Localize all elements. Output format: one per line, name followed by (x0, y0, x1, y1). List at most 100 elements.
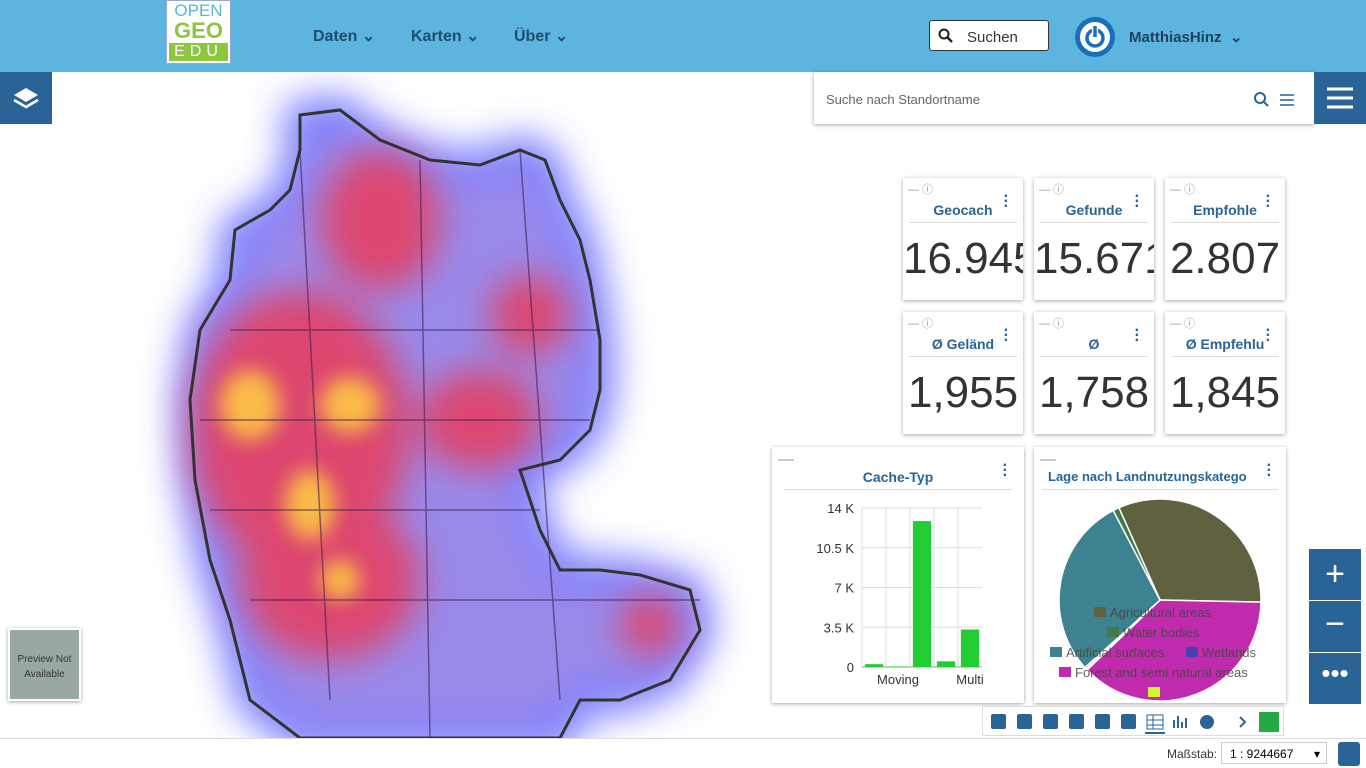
kpi-value: 2.807 (1169, 234, 1281, 283)
user-menu[interactable]: MatthiasHinz ⌄ (1129, 29, 1243, 46)
pie-slice (1086, 599, 1262, 702)
kpi-value: 15.671 (1034, 234, 1154, 283)
kpi-card: — ⓘ Ø · · · 1,758 (1034, 312, 1154, 434)
bar-chart: 0 3.5 K 7 K 10.5 K 14 K Moving Multi (816, 501, 984, 687)
menu-icon (1327, 87, 1353, 109)
logo-geo: GEO (174, 18, 223, 43)
more[interactable]: ••• (1309, 653, 1361, 704)
y-tick-label: 10.5 K (816, 541, 854, 556)
bar (888, 666, 908, 667)
kpi-menu: · · · (1265, 188, 1271, 215)
bar (936, 661, 956, 667)
nav-ueber[interactable]: Über ⌄ (514, 28, 569, 45)
kpi-value: 16.945 (903, 234, 1023, 283)
legend-label: Agricultural areas (1110, 605, 1212, 620)
pie-slice (1058, 509, 1161, 669)
pie-title: Lage nach Landnutzungskatego (1048, 469, 1247, 484)
y-tick-label: 7 K (834, 581, 854, 596)
legend-swatch (1148, 687, 1160, 697)
widget-toolbar (982, 706, 1284, 736)
menu-button[interactable] (1314, 72, 1366, 124)
kpi-title: Ø (1088, 336, 1100, 352)
pie-chart: Agricultural areas Water bodies Artificial… (1050, 498, 1262, 702)
kpi-menu: · · · (1134, 322, 1140, 349)
layer-icon (13, 88, 39, 109)
kpi-card: — ⓘ Ø Empfehlu · · · 1,845 (1165, 312, 1285, 434)
nav-karten[interactable]: Karten ⌄ (411, 28, 480, 45)
pie-widget: — Lage nach Landnutzungskatego · · · Agric… (1034, 447, 1286, 703)
zoom-out[interactable]: − (1309, 601, 1361, 652)
kpi-title: Geocach (933, 202, 993, 218)
user-avatar[interactable] (1074, 16, 1116, 58)
toolbar-icons (991, 712, 1279, 734)
scale-toggle[interactable] (1338, 742, 1360, 766)
preview[interactable]: Preview Not Available (8, 628, 81, 701)
collapse[interactable]: — (1040, 451, 1056, 468)
logo[interactable]: OPEN GEO EDU (166, 0, 231, 64)
status-bar: Maßstab: 1 : 9244667 ▾ (0, 738, 1366, 768)
widget-menu[interactable]: · · · (1266, 457, 1272, 484)
legend-swatch (1186, 647, 1198, 657)
scale-label: Maßstab: (1167, 747, 1218, 761)
kpi-menu: · · · (1003, 322, 1009, 349)
kpi-controls: — ⓘ (1039, 318, 1065, 330)
nav-label: Daten (313, 28, 358, 45)
y-tick-label: 14 K (827, 501, 854, 516)
zoom-in[interactable]: + (1309, 549, 1361, 600)
kpi-menu: · · · (1003, 188, 1009, 215)
kpi-controls: — ⓘ (908, 318, 934, 330)
kpi-controls: — ⓘ (908, 184, 934, 196)
legend-label: Wetlands (1202, 645, 1256, 660)
scale-select[interactable]: 1 : 9244667 ▾ (1221, 742, 1327, 764)
widget-menu[interactable]: · · · (1002, 457, 1008, 484)
search-icon (938, 28, 953, 43)
heatmap (174, 94, 717, 738)
bar (960, 629, 980, 667)
legend-swatch (1059, 667, 1071, 677)
x-tick-label: Multi (956, 672, 984, 687)
search-box[interactable]: Suchen (929, 20, 1049, 51)
divider (1042, 489, 1278, 490)
divider (1171, 222, 1279, 223)
header: OPEN GEO EDU Daten ⌄ Karten ⌄ Über ⌄ Suc… (0, 0, 1366, 72)
scale-value: 1 : 9244667 (1230, 747, 1294, 761)
legend-label: Forest and semi natural areas (1075, 665, 1248, 680)
nav-daten[interactable]: Daten ⌄ (313, 28, 376, 45)
user-name: MatthiasHinz (1129, 29, 1222, 46)
divider (1040, 356, 1148, 357)
kpi-title: Gefunde (1065, 202, 1123, 218)
kpi-value: 1,845 (1169, 368, 1281, 417)
kpi-title: Ø Empfehlu (1185, 336, 1265, 352)
y-tick-label: 0 (847, 660, 854, 675)
kpi-controls: — ⓘ (1170, 318, 1196, 330)
kpi-menu: · · · (1265, 322, 1271, 349)
y-tick-label: 3.5 K (824, 620, 855, 635)
kpi-card: — ⓘ Geocach ··· 16.945 (903, 178, 1023, 300)
location-search-icons (1254, 92, 1294, 107)
layer-button[interactable] (0, 72, 52, 124)
legend-swatch (1107, 627, 1119, 637)
x-tick-label: Moving (877, 672, 919, 687)
nav-label: Karten (411, 28, 462, 45)
map[interactable] (0, 72, 1366, 738)
kpi-value: 1,955 (907, 368, 1019, 417)
kpi-controls: — ⓘ (1170, 184, 1196, 196)
location-search[interactable]: Suche nach Standortname (814, 72, 1314, 124)
divider (909, 222, 1017, 223)
kpi-card: — ⓘ Ø Geländ · · · 1,955 (903, 312, 1023, 434)
bar-title: Cache-Typ (862, 469, 934, 485)
preview-text: Preview Not Available (17, 654, 72, 680)
location-search-placeholder: Suche nach Standortname (826, 92, 980, 107)
kpi-controls: — ⓘ (1039, 184, 1065, 196)
kpi-title: Ø Geländ (931, 336, 995, 352)
kpi-card: — ⓘ Empfohle · · · 2.807 (1165, 178, 1285, 300)
legend-label: Artificial surfaces (1066, 645, 1165, 660)
legend-label: Water bodies (1123, 625, 1200, 640)
collapse[interactable]: — (778, 451, 794, 468)
divider (1040, 222, 1148, 223)
bar (864, 664, 884, 667)
bar-widget: — Cache-Typ · · · 0 3.5 K 7 K 10.5 K 14 K Movin… (772, 447, 1024, 703)
legend-swatch (1094, 607, 1106, 617)
nav-label: Über (514, 28, 551, 45)
